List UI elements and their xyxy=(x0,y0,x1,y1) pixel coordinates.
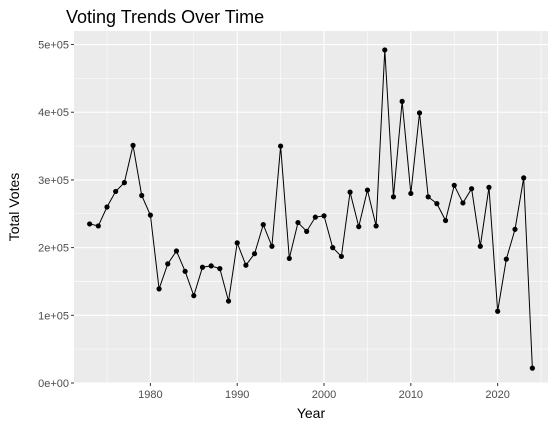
data-point xyxy=(199,264,206,270)
data-point xyxy=(469,186,475,192)
data-point xyxy=(234,240,240,246)
data-point xyxy=(243,262,249,268)
data-point xyxy=(130,142,136,148)
data-point xyxy=(95,223,101,229)
data-point xyxy=(373,223,379,229)
x-tick-label: 1980 xyxy=(138,389,162,401)
data-point xyxy=(434,201,440,207)
data-point xyxy=(521,175,527,181)
data-point xyxy=(330,245,336,251)
x-axis-ticks: 1980 1990 2000 2010 2020 xyxy=(138,383,510,401)
y-tick-label: 2e+05 xyxy=(38,243,69,255)
data-point xyxy=(390,194,397,200)
y-axis-title: Total Votes xyxy=(6,173,22,242)
y-tick-label: 4e+05 xyxy=(38,107,69,119)
x-tick-label: 1990 xyxy=(225,389,249,401)
data-point xyxy=(286,255,292,262)
data-point xyxy=(408,190,414,197)
data-point xyxy=(304,228,310,234)
data-point xyxy=(416,110,423,116)
data-point xyxy=(156,286,162,292)
major-gridlines xyxy=(74,31,548,384)
data-point xyxy=(87,221,93,227)
data-point xyxy=(208,263,214,269)
data-point xyxy=(295,219,301,226)
y-axis-ticks: 0e+00 1e+05 2e+05 3e+05 4e+05 5e+05 xyxy=(38,40,74,390)
data-point xyxy=(512,226,518,232)
y-tick-label: 1e+05 xyxy=(38,310,69,322)
data-point xyxy=(364,187,371,193)
data-point xyxy=(104,204,110,210)
data-point xyxy=(356,224,362,230)
data-point xyxy=(269,243,275,249)
x-tick-label: 2000 xyxy=(312,389,336,401)
data-point xyxy=(425,194,431,200)
data-point xyxy=(442,217,449,224)
x-tick-label: 2010 xyxy=(399,389,423,401)
series-line xyxy=(89,49,533,369)
data-point xyxy=(347,189,353,195)
y-tick-label: 3e+05 xyxy=(38,175,69,187)
plot-panel xyxy=(74,31,548,383)
data-point xyxy=(477,243,483,249)
data-point xyxy=(451,182,457,188)
data-point xyxy=(338,253,344,260)
data-point xyxy=(217,266,223,272)
data-point xyxy=(191,293,197,299)
data-point xyxy=(312,214,318,220)
y-tick-label: 0e+00 xyxy=(38,378,69,390)
data-point xyxy=(147,212,153,218)
x-tick-label: 2020 xyxy=(485,389,509,401)
data-point xyxy=(460,200,466,206)
data-point xyxy=(173,248,180,254)
data-point xyxy=(225,298,232,304)
data-point xyxy=(399,98,405,104)
data-point xyxy=(113,188,119,195)
data-point xyxy=(529,365,535,371)
data-point xyxy=(382,47,388,53)
data-point xyxy=(121,180,127,186)
chart-title: Voting Trends Over Time xyxy=(66,7,264,27)
data-point xyxy=(321,213,327,219)
data-point xyxy=(503,256,509,262)
y-tick-label: 5e+05 xyxy=(38,40,69,52)
data-point xyxy=(251,251,258,257)
x-axis-title: Year xyxy=(297,405,326,421)
data-point xyxy=(278,143,284,149)
data-point xyxy=(486,184,492,190)
series-group xyxy=(87,47,535,371)
data-point xyxy=(139,192,145,199)
data-point xyxy=(182,268,188,274)
data-point xyxy=(495,308,501,314)
data-point xyxy=(165,261,171,267)
minor-gridlines xyxy=(74,31,548,383)
data-point xyxy=(260,222,266,228)
